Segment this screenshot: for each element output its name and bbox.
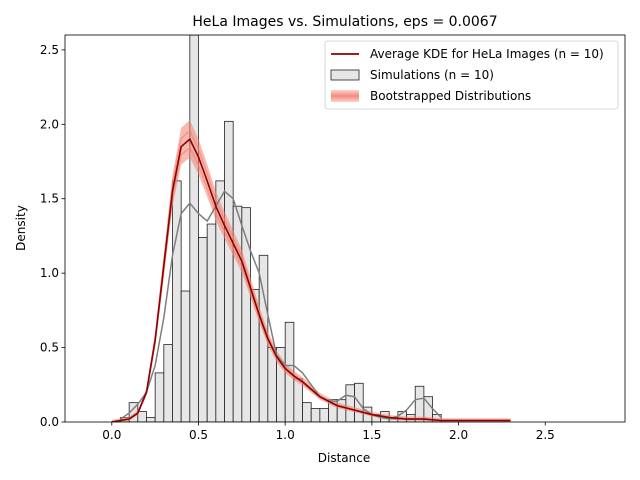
y-tick-label: 0.5 <box>40 341 59 355</box>
legend-patch-simulations <box>330 69 360 81</box>
y-tick-label: 2.0 <box>40 117 59 131</box>
y-tick-label: 1.0 <box>40 266 59 280</box>
x-tick-label: 0.5 <box>189 428 208 442</box>
histogram-bar <box>302 402 312 422</box>
histogram-bar <box>198 237 208 422</box>
legend-box <box>324 40 619 110</box>
x-tick-label: 2.0 <box>449 428 468 442</box>
histogram-bar <box>146 417 156 422</box>
histogram-bar <box>310 408 321 422</box>
histogram-bar <box>163 344 173 422</box>
histogram-bar <box>206 223 217 422</box>
histogram-bar <box>345 384 355 422</box>
y-axis-label: Density <box>14 205 28 251</box>
histogram-bar <box>293 378 303 422</box>
histogram-bar <box>319 408 329 422</box>
legend-label: Simulations (n = 10) <box>370 68 494 82</box>
axes-frame <box>64 34 626 423</box>
plot-area: 0.0 0.5 1.0 1.5 2.0 2.5 0.0 0.5 1.0 1.5 2.0 2.5 <box>40 34 626 442</box>
histogram-bar <box>137 411 147 422</box>
y-tick-label: 1.5 <box>40 192 59 206</box>
series-line-average-kde <box>111 137 511 422</box>
x-tick-label: 1.5 <box>362 428 381 442</box>
y-tick-label: 2.5 <box>40 43 59 57</box>
legend: Average KDE for HeLa Images (n = 10) Simu… <box>324 40 619 110</box>
legend-label: Average KDE for HeLa Images (n = 10) <box>370 47 604 61</box>
x-tick-label: 1.0 <box>276 428 295 442</box>
histogram-bar <box>180 290 191 422</box>
chart-title: HeLa Images vs. Simulations, eps = 0.006… <box>192 14 497 30</box>
x-tick-label: 2.5 <box>536 428 555 442</box>
legend-label: Bootstrapped Distributions <box>370 89 531 103</box>
legend-band-bootstrap <box>331 90 359 102</box>
x-tick-label: 0.0 <box>102 428 121 442</box>
histogram-bar <box>189 35 199 422</box>
y-tick-label: 0.0 <box>40 415 59 429</box>
plot-content <box>111 35 511 422</box>
histogram-bar <box>224 120 234 422</box>
x-axis-label: Distance <box>318 451 370 465</box>
histogram-bar <box>154 372 165 422</box>
series-line-simulations-kde <box>120 190 442 420</box>
